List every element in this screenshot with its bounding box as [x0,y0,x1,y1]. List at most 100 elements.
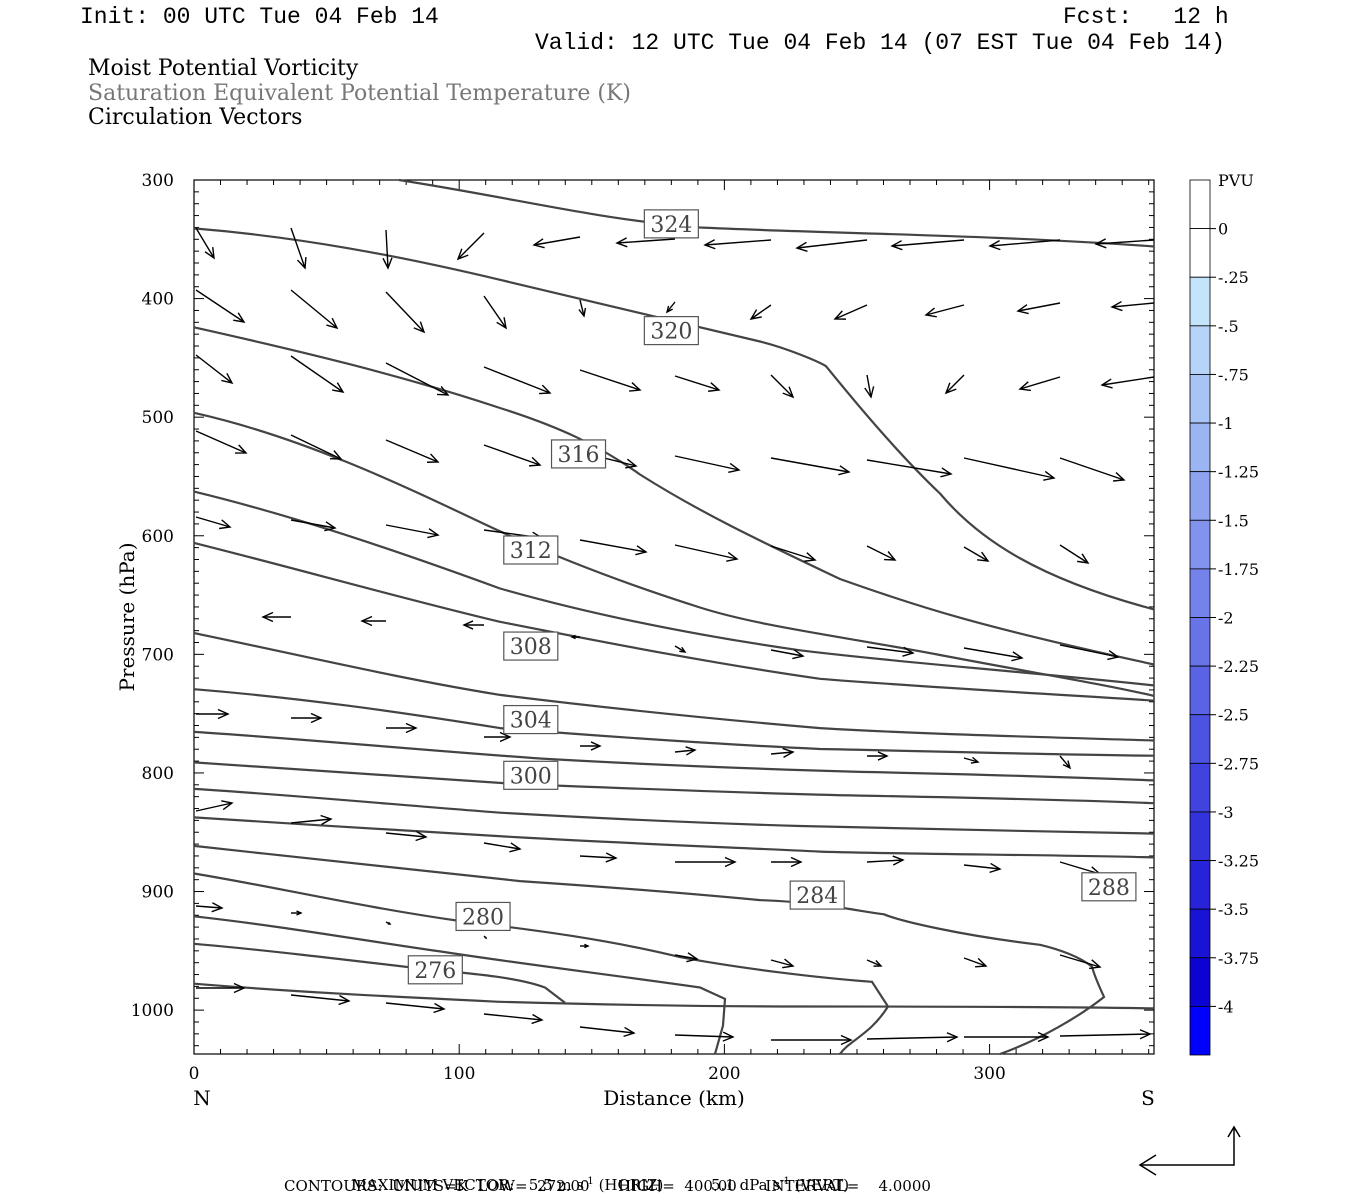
vector-arrowhead [326,317,339,330]
vector-arrowhead [360,615,373,627]
theta-es-contour [193,688,1155,757]
colorbar-swatch [1189,665,1211,716]
circulation-vector [385,291,425,333]
horiz-exp: -1 [584,1176,594,1187]
vector-arrowhead [629,382,642,392]
reference-vector-icon [1138,1125,1241,1176]
vector-arrowhead [977,551,990,562]
circulation-vector [290,227,306,269]
vector-arrowhead [892,855,905,866]
vector-arrowhead [665,305,673,314]
vector-arrowhead [944,382,957,395]
circulation-vector [866,459,952,475]
circulation-vector [963,757,979,763]
colorbar-swatch [1189,860,1211,910]
circulation-vector [533,236,581,246]
vector-arrowhead [623,1026,636,1038]
circulation-vector [1101,376,1155,386]
vector-arrowhead [413,321,426,334]
circulation-vector [866,959,882,967]
circulation-vector [483,366,551,394]
vector-arrowhead [615,237,628,248]
vector-arrowhead [1107,650,1120,661]
vector-arrowhead [433,1002,446,1014]
vector-arrowhead [782,386,795,399]
x-tick-label: 200 [708,1064,740,1084]
vector-arrowhead [635,545,648,556]
x-axis-title: Distance (km) [603,1086,745,1110]
contours-info: CONTOURS: UNITS=K LOW= 272.00 HIGH= 400.… [284,1177,931,1195]
x-tick-label: 300 [973,1064,1005,1084]
vector-arrowhead [728,462,741,473]
circulation-vector [1059,644,1119,658]
contour-label-box [1081,872,1137,902]
forecast-hour: Fcst: 12 h [1063,4,1229,30]
vector-arrowhead [833,310,846,320]
vector-arrowhead [539,384,552,395]
vector-arrowhead [415,830,428,842]
circulation-vector [674,749,696,753]
y-tick-label: 600 [142,527,174,547]
circulation-vector [1059,1033,1151,1037]
colorbar-label: -2.25 [1218,657,1259,676]
pvu-colorbar: 0 -.25 -.5 -.75 -1 -1.25 -1.5 -1.75 -2 -2.25 -2.5 -… [1189,179,1259,1056]
theta-es-contour [398,178,1155,248]
vector-arrowhead [509,842,522,853]
y-tick-label: 700 [142,645,174,665]
vector-arrowhead [427,453,440,463]
max-vector-line: MAXIMUM VECTOR: 5.5 m s-1 (HORIZ) 5.1 dP… [342,1158,850,1194]
circulation-vector [483,444,541,466]
vector-arrowhead [532,238,545,249]
vector-arrowhead [1110,300,1123,312]
vector-arrowhead [605,852,618,863]
colorbar-unit: PVU [1218,171,1254,190]
contour-label: 320 [650,320,692,345]
circulation-vector [866,545,896,561]
theta-es-contour [193,982,1155,1010]
vector-arrowhead [496,317,507,330]
circulation-vector [674,954,698,960]
circulation-vector [385,524,439,536]
circulation-vector [195,354,233,384]
vector-arrowhead [840,1034,853,1046]
vector-arrowhead [975,957,988,968]
theta-es-contour [193,915,727,1055]
colorbar-swatch [1189,325,1211,375]
circulation-vector [385,229,389,269]
circulation-vector [963,957,987,967]
vector-arrowhead [924,307,937,318]
vector-arrowhead [204,247,215,260]
vector-arrowhead [584,943,590,949]
vector-arrowhead [1043,470,1056,481]
colorbar-label: 0 [1218,220,1228,239]
circulation-vector [457,232,485,260]
x-tick-label: 100 [443,1064,475,1084]
vector-arrowhead [970,756,980,764]
vector-arrowhead [332,382,345,393]
circulation-vector [195,227,215,259]
circulation-vector [963,546,989,562]
vector-arrowhead [679,646,687,653]
vector-arrowhead [529,456,542,467]
contour-label: 288 [1088,876,1130,901]
vector-arrowhead [427,528,440,539]
circulation-vector [674,455,740,471]
vector-arrowhead [570,634,576,640]
vector-arrowhead [864,386,875,399]
colorbar-swatch [1189,471,1211,521]
north-label: N [193,1086,211,1110]
theta-es-contour [193,787,1155,835]
theta-es-contour [193,411,1155,697]
vector-arrowhead [625,458,638,469]
vector-arrowhead [261,611,274,623]
vector-arrowhead [1037,1031,1050,1043]
title-vectors: Circulation Vectors [88,105,303,130]
contour-label: 324 [650,213,692,238]
circulation-vector [385,832,427,838]
colorbar-swatch [1189,568,1211,618]
theta-es-contour [193,844,1106,1056]
colorbar-label: -2.5 [1218,706,1249,725]
circulation-vector [1059,954,1101,968]
vert-value: 5.1 [711,1176,735,1194]
colorbar-swatch [1189,276,1211,327]
